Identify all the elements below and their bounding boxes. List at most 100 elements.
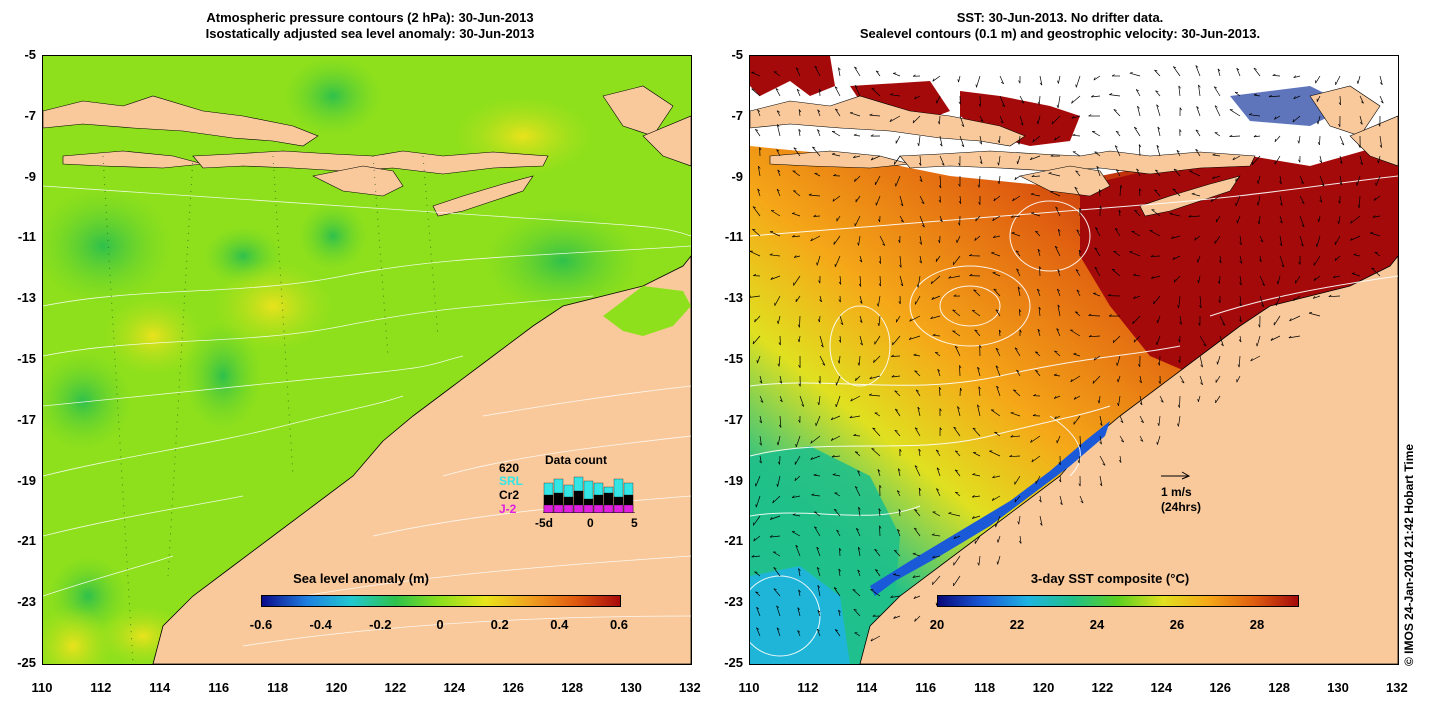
velocity-vector [1275,295,1281,306]
velocity-vector-head [853,608,857,611]
velocity-vector [1129,72,1141,77]
sea-level-anomaly-map[interactable]: Data count 620 SRL Cr2 J-2 -5d 0 5 Sea l… [42,55,692,665]
velocity-vector [871,88,881,97]
velocity-vector-head [937,121,940,125]
velocity-vector [1019,535,1022,544]
velocity-vector [1116,355,1121,366]
velocity-vector [899,195,904,207]
velocity-vector-head [822,363,826,366]
velocity-vector [794,475,801,482]
velocity-vector-head [1181,381,1185,384]
velocity-vector-head [1262,283,1265,286]
velocity-vector [899,275,904,287]
velocity-vector-head [795,544,799,548]
velocity-vector-head [1075,269,1079,272]
sst-colorbar-title: 3-day SST composite (°C) [1030,571,1190,586]
velocity-vector-head [1139,402,1143,406]
velocity-vector-head [1253,93,1257,96]
velocity-vector-head [1239,282,1242,286]
velocity-vector [1169,213,1181,217]
velocity-vector [935,449,941,457]
velocity-vector-head [1358,144,1361,148]
velocity-vector [992,495,1001,501]
velocity-vector [897,468,901,477]
velocity-vector [1199,375,1203,385]
velocity-vector-head [1057,288,1060,292]
lat-label-right-2: -9 [731,168,743,184]
velocity-vector-head [1220,343,1224,347]
velocity-scale-arrow [1161,471,1191,480]
velocity-vector [795,545,801,557]
velocity-vector-head [1073,396,1076,400]
velocity-vector-head [991,497,995,501]
velocity-vector-head [1250,358,1253,362]
copyright-notice: © IMOS 24-Jan-2014 21:42 Hobart Time [1402,443,1416,666]
velocity-vector-head [1160,400,1164,403]
velocity-vector [890,94,901,97]
velocity-vector [813,511,821,517]
velocity-vector-head [1019,540,1022,544]
velocity-vector-head [1248,113,1253,116]
velocity-vector [854,215,861,227]
velocity-vector-head [1351,272,1355,274]
velocity-vector [974,329,981,337]
velocity-vector-head [1053,373,1057,376]
velocity-vector [859,255,863,263]
data-count-title: Data count [545,453,608,467]
velocity-vector-head [916,284,919,288]
velocity-vector-head [1298,261,1301,265]
velocity-vector [1088,335,1101,338]
velocity-vector [939,155,945,166]
velocity-vector [858,507,861,517]
velocity-vector-head [996,385,999,389]
velocity-vector [1235,195,1241,207]
velocity-vector-head [973,289,977,291]
velocity-vector [1118,209,1121,217]
velocity-vector [1295,275,1301,284]
velocity-vector-head [769,535,773,538]
velocity-vector [1119,455,1122,463]
velocity-vector [769,231,781,237]
velocity-vector-head [917,406,921,410]
velocity-vector [998,329,1001,337]
sst-map[interactable]: 1 m/s (24hrs) 3-day SST composite (°C) 2… [749,55,1399,665]
velocity-vector [978,386,981,397]
velocity-vector [799,395,805,407]
velocity-vector [858,235,861,246]
velocity-vector-head [1116,362,1118,366]
lon-label-left-4: 118 [267,680,289,695]
velocity-vector-head [1321,183,1325,187]
velocity-vector-head [909,318,912,322]
velocity-vector-head [1138,364,1141,367]
velocity-vector [798,335,801,343]
velocity-vector [1073,415,1081,425]
velocity-vector-head [1253,67,1257,70]
velocity-vector-head [937,368,941,372]
velocity-vector [953,535,961,540]
velocity-vector-head [879,485,882,488]
velocity-vector [918,448,921,457]
velocity-vector [1055,206,1061,217]
velocity-vector [1155,90,1161,97]
velocity-vector [1350,235,1361,241]
velocity-vector [918,487,921,497]
velocity-vector-head [1151,276,1154,279]
velocity-vector [1372,215,1381,218]
velocity-vector-head [1020,122,1024,126]
velocity-vector [1319,155,1323,163]
velocity-vector [810,235,821,242]
velocity-vector [1092,375,1101,384]
velocity-vector-head [908,337,912,340]
velocity-vector-head [795,67,799,70]
velocity-vector [1094,267,1101,277]
velocity-vector [756,606,761,617]
velocity-vector-head [1154,189,1158,192]
velocity-vector-head [1274,116,1277,120]
velocity-vector [817,585,821,597]
velocity-vector [939,387,941,397]
velocity-vector [816,628,821,637]
velocity-vector [799,315,801,328]
velocity-vector-head [776,110,780,113]
velocity-vector-head [958,162,961,166]
velocity-vector-head [756,606,760,610]
